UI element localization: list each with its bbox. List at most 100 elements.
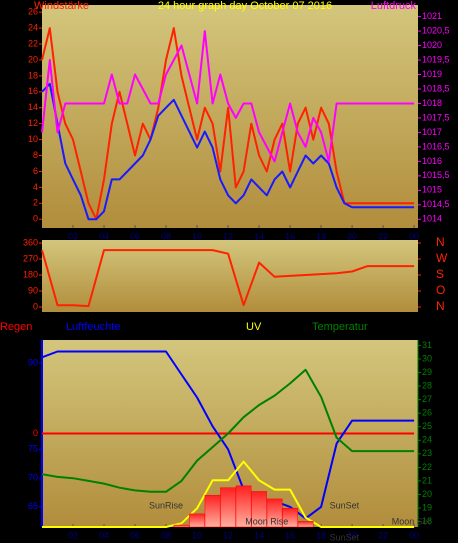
y-tick-label: 16 <box>28 86 38 96</box>
y2-tick-label: 31 <box>422 340 432 350</box>
x-tick-label: 08 <box>161 231 171 241</box>
y2-tick-label: 22 <box>422 462 432 472</box>
solar-bar <box>173 524 190 528</box>
y-tick-label: 180 <box>23 269 38 279</box>
y2-tick-label: 1017,5 <box>422 112 450 122</box>
chart-title: 24 hour graph day October 07 2016 <box>158 0 332 12</box>
uv-label: UV <box>246 321 262 333</box>
y2-tick-label: 24 <box>422 435 432 445</box>
x-tick-label: 10 <box>192 530 202 540</box>
y2-tick-label: 1014 <box>422 214 442 224</box>
y2-tick-label: 1021 <box>422 11 442 21</box>
x-tick-label: 22 <box>378 530 388 540</box>
series-line <box>41 27 415 221</box>
x-tick-label: 14 <box>254 231 264 241</box>
y2-tick-label: 1020,5 <box>422 25 450 35</box>
y-tick-label: 2 <box>33 198 38 208</box>
humidity-label: Luftfeuchte <box>66 321 120 333</box>
series-line <box>41 368 415 493</box>
y-tick-label: 20 <box>28 54 38 64</box>
x-tick-label: 02 <box>68 530 78 540</box>
series-line <box>42 460 415 528</box>
y2-tick-label: N <box>436 299 445 313</box>
solar-bar <box>251 491 267 528</box>
rain-tick-label: 0 <box>33 428 38 438</box>
y2-tick-label: 26 <box>422 408 432 418</box>
x-tick-label: 04 <box>99 530 109 540</box>
y2-tick-label: O <box>436 283 445 297</box>
x-tick-label: 06 <box>130 530 140 540</box>
rain-label: Regen <box>0 321 32 333</box>
x-tick-label: 12 <box>223 231 233 241</box>
panel-wind <box>42 5 418 228</box>
y-tick-label: 14 <box>28 102 38 112</box>
y2-tick-label: 1014,5 <box>422 199 450 209</box>
y-tick-label: 6 <box>33 166 38 176</box>
x-tick-label: 22 <box>378 231 388 241</box>
y2-tick-label: S <box>436 267 444 281</box>
solar-bar <box>189 513 205 528</box>
annotation: SunSet <box>330 500 360 510</box>
y2-tick-label: 20 <box>422 489 432 499</box>
x-tick-label: 10 <box>192 231 202 241</box>
panel-direction <box>42 240 418 312</box>
y-tick-label: 270 <box>23 253 38 263</box>
y2-tick-label: 18 <box>422 516 432 526</box>
y2-tick-label: 1016 <box>422 156 442 166</box>
y2-tick-label: 21 <box>422 475 432 485</box>
y2-tick-label: 1019,5 <box>422 54 450 64</box>
y-tick-label: 90 <box>28 357 38 367</box>
y2-tick-label: 1015,5 <box>422 170 450 180</box>
y2-tick-label: 1016,5 <box>422 141 450 151</box>
y2-tick-label: 1019 <box>422 69 442 79</box>
y2-tick-label: 1015 <box>422 185 442 195</box>
y2-tick-label: 25 <box>422 421 432 431</box>
y2-tick-label: 23 <box>422 448 432 458</box>
y-tick-label: 0 <box>33 214 38 224</box>
x-tick-label: 18 <box>316 530 326 540</box>
x-tick-label: 06 <box>130 231 140 241</box>
y-tick-label: 90 <box>28 285 38 295</box>
y-tick-label: 22 <box>28 38 38 48</box>
annotation: Moon Set <box>392 516 431 526</box>
x-tick-label: 14 <box>254 530 264 540</box>
solar-bar <box>235 485 252 528</box>
y2-tick-label: 27 <box>422 394 432 404</box>
x-tick-label: 00 <box>409 231 419 241</box>
x-tick-label: 00 <box>409 530 419 540</box>
series-line <box>41 82 415 221</box>
x-tick-label: 20 <box>347 231 357 241</box>
x-tick-label: 20 <box>347 530 357 540</box>
y2-tick-label: 29 <box>422 367 432 377</box>
y-tick-label: 26 <box>28 7 38 17</box>
pressure-label: Luftdruck <box>371 0 417 12</box>
y2-tick-label: 1018 <box>422 98 442 108</box>
y2-tick-label: 1020 <box>422 40 442 50</box>
x-tick-label: 16 <box>285 530 295 540</box>
y2-tick-label: 19 <box>422 502 432 512</box>
annotation: SunRise <box>149 500 183 510</box>
wind-label: Windstärke <box>34 0 89 12</box>
x-tick-label: 04 <box>99 231 109 241</box>
solar-bar <box>220 487 236 528</box>
y-tick-label: 4 <box>33 182 38 192</box>
annotation: Moon Rise <box>245 516 288 526</box>
solar-bar <box>204 494 221 528</box>
y-tick-label: 24 <box>28 22 38 32</box>
y-tick-label: 8 <box>33 150 38 160</box>
x-tick-label: 12 <box>223 530 233 540</box>
y-tick-label: 12 <box>28 118 38 128</box>
y2-tick-label: 1017 <box>422 127 442 137</box>
y-tick-label: 70 <box>28 472 38 482</box>
y2-tick-label: W <box>436 251 448 265</box>
x-tick-label: 16 <box>285 231 295 241</box>
annotation: SunSet <box>330 532 360 542</box>
y-tick-label: 65 <box>28 501 38 511</box>
y2-tick-label: N <box>436 235 445 249</box>
x-tick-label: 08 <box>161 530 171 540</box>
y-tick-label: 10 <box>28 134 38 144</box>
series-line <box>41 30 415 163</box>
y2-tick-label: 28 <box>422 380 432 390</box>
y-tick-label: 0 <box>33 301 38 311</box>
